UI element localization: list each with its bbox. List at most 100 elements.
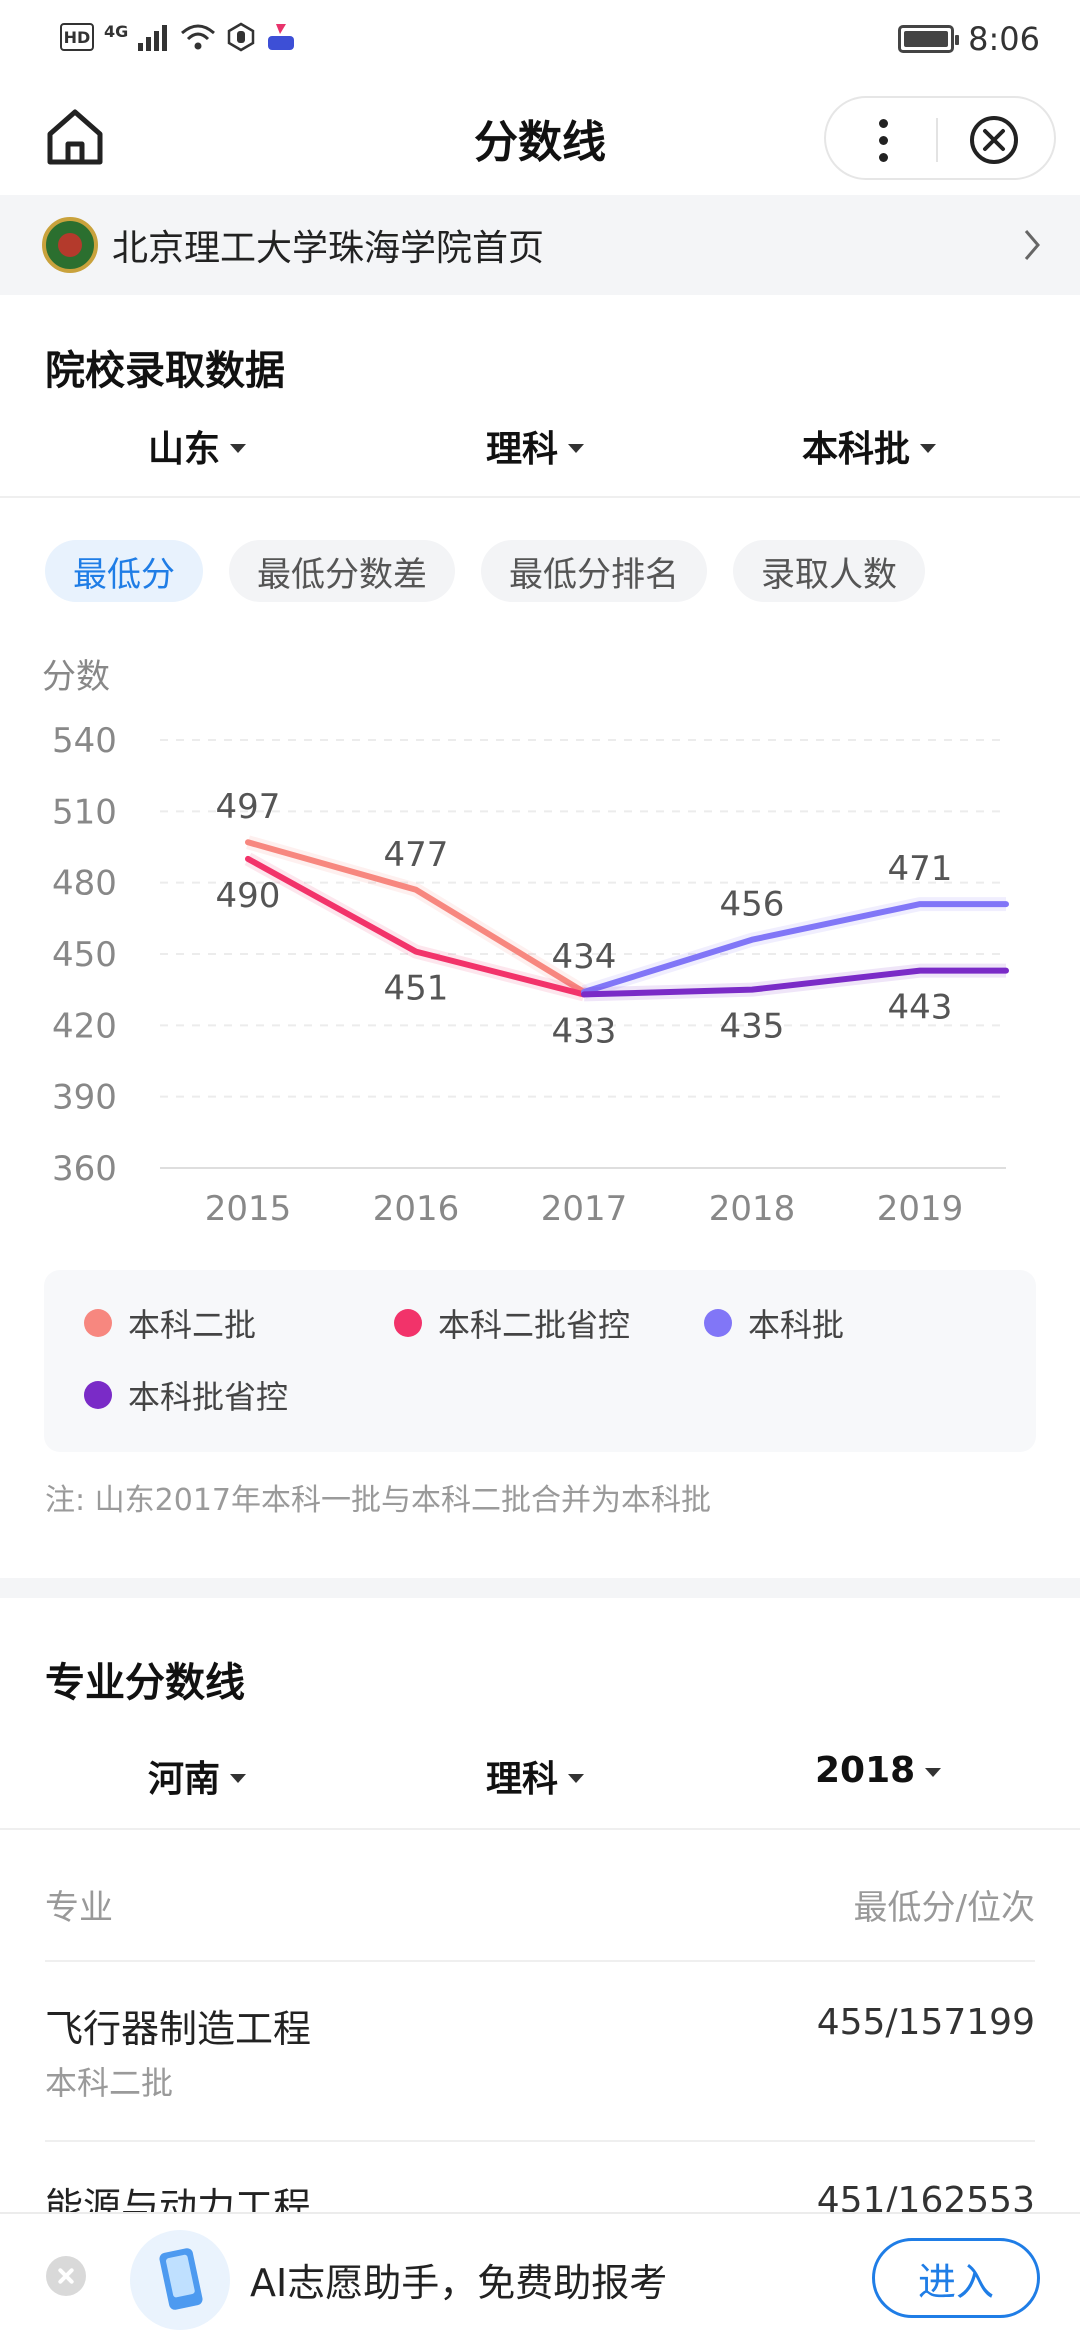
column-header-major: 专业 — [45, 1888, 113, 1928]
data-label: 497 — [216, 787, 281, 827]
hd-badge: HD — [60, 23, 94, 51]
phone-chart-icon — [130, 2230, 230, 2330]
majors-year-dropdown[interactable]: 2018 — [815, 1750, 942, 1791]
subject-value: 理科 — [486, 1759, 559, 1800]
section-separator — [0, 1578, 1080, 1598]
majors-province-dropdown[interactable]: 河南 — [148, 1750, 247, 1802]
admission-section-title: 院校录取数据 — [45, 348, 285, 394]
close-icon[interactable] — [964, 110, 1024, 170]
series-line — [581, 901, 1009, 996]
x-tick-label: 2017 — [541, 1189, 628, 1229]
x-tick-label: 2019 — [877, 1189, 964, 1229]
data-label: 435 — [720, 1007, 785, 1047]
legend-dot — [394, 1309, 422, 1337]
legend-item: 本科二批省控 — [394, 1300, 630, 1346]
wifi-icon — [181, 24, 216, 50]
data-label: 443 — [888, 988, 953, 1028]
battery-icon — [898, 25, 960, 53]
chart-note: 注: 山东2017年本科一批与本科二批合并为本科批 — [45, 1483, 711, 1518]
subject-value: 理科 — [486, 429, 559, 470]
y-axis-label: 分数 — [42, 657, 110, 697]
score-line-chart: 分数 540 510 480 450 420 390 360 2015 2016 2017 2018 2… — [0, 640, 1080, 1260]
network-label: 4G — [104, 21, 129, 41]
app-notification-icon — [268, 24, 295, 50]
signal-icon — [138, 25, 168, 51]
divider — [45, 1960, 1035, 1962]
data-label: 471 — [888, 849, 953, 889]
legend-item: 本科批 — [704, 1300, 844, 1346]
chevron-right-icon — [1024, 230, 1040, 260]
legend-dot — [84, 1381, 112, 1409]
majors-section-title: 专业分数线 — [45, 1660, 245, 1706]
status-bar: HD 4G 8:06 — [0, 0, 1080, 80]
province-dropdown[interactable]: 山东 — [148, 420, 247, 472]
x-tick-label: 2018 — [709, 1189, 796, 1229]
majors-table-header: 专业 最低分/位次 — [45, 1880, 1035, 1929]
majors-subject-dropdown[interactable]: 理科 — [486, 1750, 585, 1802]
column-header-score: 最低分/位次 — [853, 1888, 1035, 1928]
y-tick-label: 390 — [52, 1078, 117, 1118]
ai-assistant-text: AI志愿助手，免费助报考 — [250, 2261, 668, 2305]
divider — [0, 496, 1080, 498]
y-tick-label: 450 — [52, 935, 117, 975]
y-tick-label: 480 — [52, 864, 117, 904]
major-score-rank: 455/157199 — [816, 2002, 1035, 2043]
legend-item: 本科二批 — [84, 1300, 256, 1346]
data-label: 477 — [384, 835, 449, 875]
page-title: 分数线 — [474, 117, 606, 168]
subject-dropdown[interactable]: 理科 — [486, 420, 585, 472]
legend-dot — [704, 1309, 732, 1337]
enter-button[interactable]: 进入 — [872, 2238, 1040, 2318]
legend-label: 本科批省控 — [128, 1378, 289, 1416]
divider — [0, 1828, 1080, 1830]
legend-label: 本科二批省控 — [438, 1306, 631, 1344]
chart-legend: 本科二批 本科二批省控 本科批 本科批省控 — [44, 1270, 1036, 1452]
data-label: 451 — [384, 969, 449, 1009]
school-homepage-link[interactable]: 北京理工大学珠海学院首页 — [0, 195, 1080, 295]
caret-down-icon — [230, 443, 247, 453]
majors-filters: 河南 理科 2018 — [0, 1750, 1080, 1810]
mini-program-capsule — [824, 96, 1056, 180]
divider — [45, 2140, 1035, 2142]
data-label: 434 — [552, 937, 617, 977]
tab-min-score-diff[interactable]: 最低分数差 — [229, 540, 455, 602]
caret-down-icon — [230, 1773, 247, 1783]
title-bar: 分数线 — [0, 80, 1080, 195]
status-right: 8:06 — [898, 20, 1040, 58]
y-tick-label: 510 — [52, 792, 117, 832]
legend-item: 本科批省控 — [84, 1372, 288, 1418]
batch-value: 本科批 — [802, 429, 911, 470]
data-label: 433 — [552, 1011, 617, 1051]
major-batch: 本科二批 — [45, 2064, 174, 2102]
admission-filters: 山东 理科 本科批 — [0, 420, 1080, 480]
dismiss-icon[interactable] — [46, 2256, 86, 2296]
legend-label: 本科批 — [748, 1306, 845, 1344]
caret-down-icon — [925, 1768, 942, 1777]
home-icon[interactable] — [42, 104, 108, 170]
x-tick-label: 2016 — [373, 1189, 460, 1229]
tab-min-score-rank[interactable]: 最低分排名 — [481, 540, 707, 602]
tab-min-score[interactable]: 最低分 — [45, 540, 203, 602]
legend-dot — [84, 1309, 112, 1337]
table-row[interactable]: 飞行器制造工程 本科二批 455/157199 — [45, 1998, 1035, 2178]
more-icon[interactable] — [848, 110, 918, 170]
data-label: 456 — [720, 885, 785, 925]
metric-tabs: 最低分 最低分数差 最低分排名 录取人数 — [45, 540, 925, 602]
legend-label: 本科二批 — [128, 1306, 257, 1344]
series-line — [581, 967, 1009, 998]
y-tick-label: 360 — [52, 1149, 117, 1189]
tab-admit-count[interactable]: 录取人数 — [733, 540, 925, 602]
caret-down-icon — [920, 443, 937, 453]
caret-down-icon — [568, 1773, 585, 1783]
data-label: 490 — [216, 876, 281, 916]
caret-down-icon — [568, 443, 585, 453]
ai-assistant-bar: AI志愿助手，免费助报考 进入 — [0, 2212, 1080, 2340]
school-name: 北京理工大学珠海学院首页 — [112, 228, 545, 269]
y-tick-label: 420 — [52, 1006, 117, 1046]
school-logo — [42, 217, 98, 273]
major-name: 飞行器制造工程 — [45, 2007, 312, 2051]
batch-dropdown[interactable]: 本科批 — [802, 420, 937, 472]
hand-icon — [228, 22, 255, 52]
y-tick-label: 540 — [52, 721, 117, 761]
capsule-divider — [936, 118, 938, 162]
